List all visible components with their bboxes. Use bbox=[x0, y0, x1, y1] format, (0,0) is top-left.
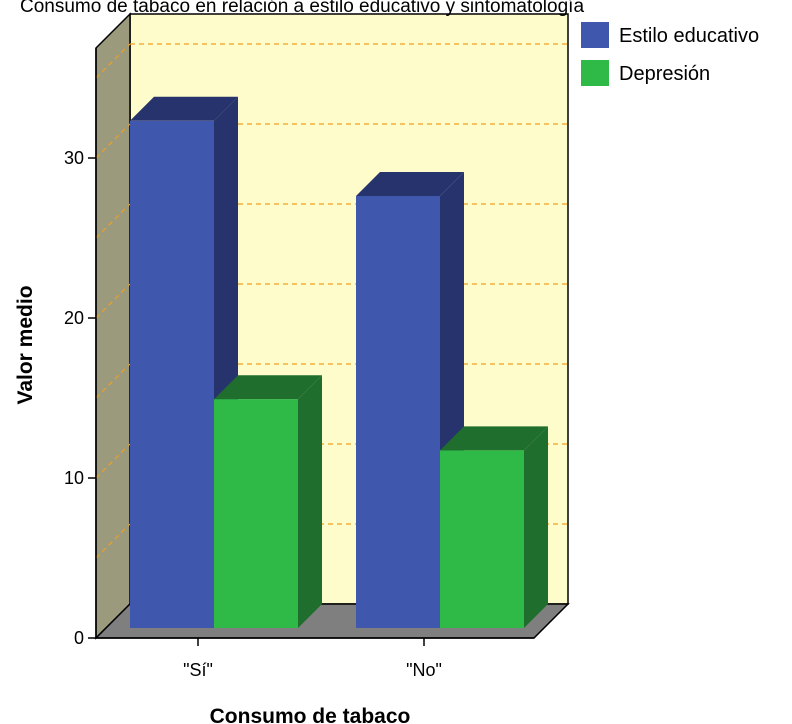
x-axis-label: Consumo de tabaco bbox=[210, 705, 411, 724]
y-tick-label: 20 bbox=[64, 308, 84, 328]
bar bbox=[214, 399, 298, 628]
gridline-side bbox=[95, 43, 131, 79]
bar-side bbox=[298, 375, 322, 628]
axes: 0 10 20 30 "Sí" "No" bbox=[64, 48, 534, 680]
bar bbox=[440, 450, 524, 628]
bar-top bbox=[356, 172, 464, 196]
bars bbox=[130, 96, 548, 629]
gridline-side bbox=[95, 123, 131, 159]
legend: Estilo educativo Depresión bbox=[581, 22, 759, 86]
legend-label: Estilo educativo bbox=[619, 25, 759, 47]
bar-top bbox=[130, 96, 238, 121]
x-tick-label: "No" bbox=[406, 660, 442, 680]
bar-top bbox=[440, 426, 548, 451]
gridline-side bbox=[95, 363, 131, 399]
gridline-side bbox=[95, 283, 131, 319]
gridline-side bbox=[95, 523, 131, 559]
y-tick-label: 10 bbox=[64, 468, 84, 488]
chart-title: Consumo de tabaco en relación a estilo e… bbox=[20, 0, 584, 17]
bar bbox=[356, 196, 440, 628]
gridline-side bbox=[95, 443, 131, 479]
bar-top bbox=[214, 375, 322, 400]
bar bbox=[130, 120, 214, 629]
left-wall bbox=[95, 12, 131, 640]
bar-side bbox=[524, 426, 548, 628]
x-tick-label: "Sí" bbox=[183, 660, 213, 680]
y-tick-label: 30 bbox=[64, 148, 84, 168]
legend-swatch bbox=[581, 60, 609, 86]
legend-swatch bbox=[581, 22, 609, 48]
gridline-side bbox=[95, 203, 131, 239]
y-tick-label: 0 bbox=[74, 628, 84, 648]
y-axis-label: Valor medio bbox=[14, 285, 37, 404]
legend-label: Depresión bbox=[619, 63, 710, 85]
